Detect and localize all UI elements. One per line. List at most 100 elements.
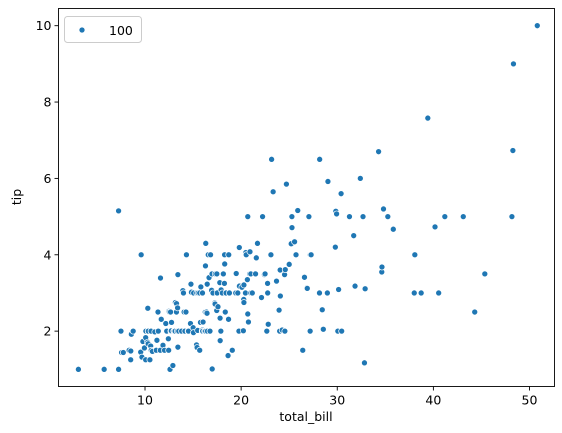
scatter-point	[417, 289, 425, 297]
scatter-point	[187, 280, 195, 288]
scatter-point	[275, 306, 283, 314]
scatter-point	[389, 225, 397, 233]
scatter-point	[316, 289, 323, 297]
scatter-point	[202, 239, 210, 247]
scatter-point	[331, 243, 339, 251]
scatter-point	[319, 325, 327, 333]
scatter-point	[410, 289, 418, 297]
scatter-point	[263, 327, 271, 335]
scatter-point	[115, 365, 122, 373]
scatter-point	[129, 327, 137, 335]
scatter-point	[240, 281, 248, 289]
scatter-point	[216, 337, 224, 345]
scatter-point	[202, 262, 209, 270]
scatter-point	[380, 205, 387, 213]
scatter-point	[288, 213, 296, 220]
scatter-point	[264, 320, 272, 328]
scatter-point	[305, 213, 313, 220]
scatter-point	[324, 178, 332, 185]
scatter-point	[225, 315, 232, 323]
scatter-point	[157, 274, 164, 282]
scatter-point	[285, 260, 293, 268]
scatter-point	[318, 306, 326, 314]
scatter-point	[228, 346, 236, 354]
scatter-point	[245, 318, 252, 326]
scatter-point	[316, 155, 324, 163]
x-tick-label: 30	[329, 393, 345, 408]
scatter-point	[213, 270, 221, 278]
scatter-point	[232, 270, 240, 277]
scatter-point	[157, 315, 165, 323]
scatter-point	[248, 289, 256, 297]
legend-label: 100	[109, 23, 133, 38]
x-tick-label: 50	[522, 393, 538, 408]
scatter-point	[261, 270, 269, 278]
y-axis: 2 4 6 8 10	[36, 18, 59, 339]
scatter-point	[225, 251, 233, 259]
scatter-point	[533, 22, 541, 30]
scatter-point	[168, 319, 175, 326]
scatter-point	[411, 251, 419, 259]
scatter-point	[324, 289, 331, 297]
scatter-point	[252, 254, 260, 262]
scatter-point	[235, 244, 243, 251]
y-tick-label: 6	[44, 171, 52, 186]
scatter-point	[335, 286, 342, 293]
scatter-point	[162, 320, 170, 327]
y-tick-label: 10	[36, 18, 52, 33]
legend: 100	[64, 16, 142, 43]
scatter-point	[303, 285, 311, 292]
scatter-point	[165, 335, 172, 343]
scatter-point	[203, 309, 211, 317]
scatter-point	[199, 289, 206, 297]
scatter-point	[510, 60, 517, 68]
scatter-point	[350, 232, 358, 240]
scatter-point	[264, 280, 271, 287]
scatter-point	[268, 155, 275, 163]
scatter-point	[240, 299, 248, 306]
scatter-point	[203, 280, 211, 288]
scatter-point	[471, 308, 479, 316]
scatter-point	[267, 251, 275, 259]
scatter-point	[182, 308, 190, 316]
scatter-point	[431, 223, 439, 231]
scatter-point	[375, 148, 382, 156]
scatter-point	[361, 285, 369, 293]
scatter-point	[174, 271, 182, 278]
scatter-point	[154, 308, 162, 316]
scatter-point	[127, 356, 135, 364]
scatter-point	[144, 304, 152, 312]
scatter-point	[283, 180, 290, 188]
scatter-point	[221, 280, 228, 287]
scatter-point	[217, 327, 225, 335]
scatter-point	[292, 251, 300, 259]
scatter-point	[281, 327, 289, 335]
scatter-point	[234, 289, 242, 297]
scatter-point	[459, 213, 467, 220]
scatter-point	[197, 283, 205, 291]
scatter-point	[264, 289, 272, 297]
y-tick-label: 4	[44, 247, 52, 262]
scatter-point	[281, 266, 289, 274]
scatter-point	[288, 224, 296, 232]
scatter-point	[244, 213, 252, 220]
scatter-point	[141, 344, 148, 352]
scatter-point	[441, 213, 449, 220]
scatter-point	[378, 263, 386, 271]
y-tick-label: 8	[44, 95, 52, 110]
scatter-point	[216, 314, 224, 322]
scatter-point	[183, 251, 190, 259]
scatter-point	[351, 282, 359, 290]
scatter-point	[258, 294, 265, 301]
scatter-point	[169, 362, 177, 369]
scatter-point	[174, 304, 181, 312]
scatter-point	[508, 213, 516, 220]
scatter-point	[146, 356, 154, 364]
scatter-point	[127, 347, 135, 355]
scatter-point	[509, 147, 517, 154]
scatter-point	[224, 352, 232, 359]
scatter-point	[424, 114, 432, 122]
scatter-point	[207, 251, 214, 259]
x-tick-label: 10	[137, 393, 153, 408]
scatter-point	[337, 190, 345, 198]
